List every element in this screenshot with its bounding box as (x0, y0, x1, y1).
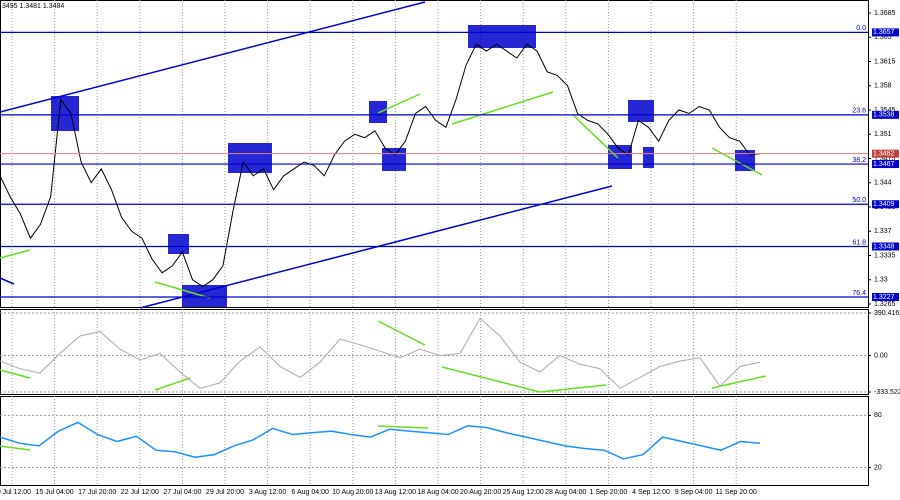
y-tick-label: 1.3545 (874, 107, 896, 114)
channel-line (0, 1, 426, 113)
zone (168, 234, 189, 254)
divergence (711, 375, 767, 389)
x-tick-label: 1 Sep 20:00 (590, 489, 628, 496)
fib-level-name: 0.0 (856, 25, 866, 32)
y-tick-label: 0.00 (874, 352, 888, 359)
x-tick-label: 20 Aug 20:00 (460, 489, 501, 496)
divergence (451, 91, 554, 125)
fib-level-name: 50.0 (852, 197, 866, 204)
zone (51, 96, 79, 131)
fib-level-name: 38.2 (852, 157, 866, 164)
divergence (711, 147, 763, 176)
zone (369, 101, 387, 123)
x-tick-label: 6 Aug 04:00 (292, 489, 329, 496)
fib-price-label: 1.3227 (873, 294, 895, 301)
y-tick-label: 1.365 (874, 34, 892, 41)
price-label-box (872, 149, 899, 158)
fib-level-name: 23.6 (852, 108, 866, 115)
zones (51, 25, 755, 307)
current-price-label: 1.3482 (873, 150, 895, 157)
x-tick-label: 11 Sep 20:00 (716, 489, 757, 496)
divergence (0, 249, 31, 259)
x-tick-label: 17 Jul 20:00 (78, 489, 116, 496)
rsi-line (0, 421, 761, 460)
zone (643, 147, 654, 168)
y-tick-label: 1.3685 (874, 10, 896, 17)
channel-line (0, 277, 15, 285)
x-tick-label: 10 Aug 20:00 (332, 489, 373, 496)
price-label-box (872, 28, 899, 37)
fib-price-label: 1.3348 (873, 243, 895, 250)
price-label-box (872, 293, 899, 301)
header-quote: 3495 1.3481 1.3484 (2, 3, 64, 10)
y-tick-label: 1.3615 (874, 58, 896, 65)
divergence (154, 281, 211, 299)
y-tick-label: 1.337 (874, 228, 892, 235)
time-grid (0, 0, 868, 486)
price-label-box (872, 160, 899, 169)
y-tick-label: 80 (874, 412, 882, 419)
y-tick-label: 1.351 (874, 131, 892, 138)
y-tick-label: 1.3475 (874, 155, 896, 162)
fib-price-label: 1.3409 (873, 201, 895, 208)
divergence-lines (0, 91, 767, 451)
divergence (377, 93, 421, 114)
y-tick-label: -333.5224 (874, 389, 900, 396)
y-tick-label: 1.344 (874, 180, 892, 187)
rsi-frame (0, 396, 869, 486)
divergence (0, 445, 31, 451)
x-tick-label: 18 Aug 04:00 (417, 489, 458, 496)
drawings (0, 1, 767, 451)
x-tick-label: 28 Aug 04:00 (545, 489, 586, 496)
fib-price-label: 1.3538 (873, 112, 895, 119)
price-line (0, 43, 761, 288)
fib-level-name: 76.4 (852, 290, 866, 297)
price-label-box (872, 200, 899, 209)
zone (608, 145, 632, 169)
zone (228, 143, 272, 173)
x-tick-label: 27 Jul 04:00 (163, 489, 201, 496)
price-label-box (872, 110, 899, 119)
x-tick-label: 13 Aug 12:00 (375, 489, 416, 496)
zone (628, 100, 654, 122)
fib-price-label: 1.3467 (873, 161, 895, 168)
divergence (0, 369, 31, 379)
zone (468, 25, 536, 48)
x-tick-label: 25 Aug 12:00 (503, 489, 544, 496)
y-tick-label: 20 (874, 464, 882, 471)
divergence (377, 320, 426, 346)
x-tick-label: 22 Jul 12:00 (121, 489, 159, 496)
y-tick-label: 1.3335 (874, 252, 896, 259)
divergence (539, 384, 607, 393)
price-label-box (872, 242, 899, 251)
x-tick-label: 10 Jul 12:00 (0, 489, 31, 496)
zone (382, 148, 406, 171)
x-tick-label: 15 Jul 04:00 (36, 489, 74, 496)
x-tick-label: 3 Aug 12:00 (249, 489, 286, 496)
fib-level-name: 61.8 (852, 239, 866, 246)
y-tick-label: 1.358 (874, 83, 892, 90)
x-tick-label: 29 Jul 20:00 (206, 489, 244, 496)
divergence (572, 114, 619, 159)
fib-price-label: 1.3657 (873, 29, 895, 36)
y-tick-label: 1.3265 (874, 301, 896, 308)
plots (0, 31, 868, 460)
y-tick-label: 1.33 (874, 277, 888, 284)
y-tick-label: 390.4163 (874, 310, 900, 317)
x-tick-label: 4 Sep 12:00 (632, 489, 670, 496)
divergence (441, 366, 541, 393)
divergence (377, 425, 429, 429)
cci-line (0, 317, 761, 389)
cci-frame (0, 309, 869, 395)
x-tick-label: 9 Sep 04:00 (675, 489, 713, 496)
divergence (154, 377, 191, 391)
